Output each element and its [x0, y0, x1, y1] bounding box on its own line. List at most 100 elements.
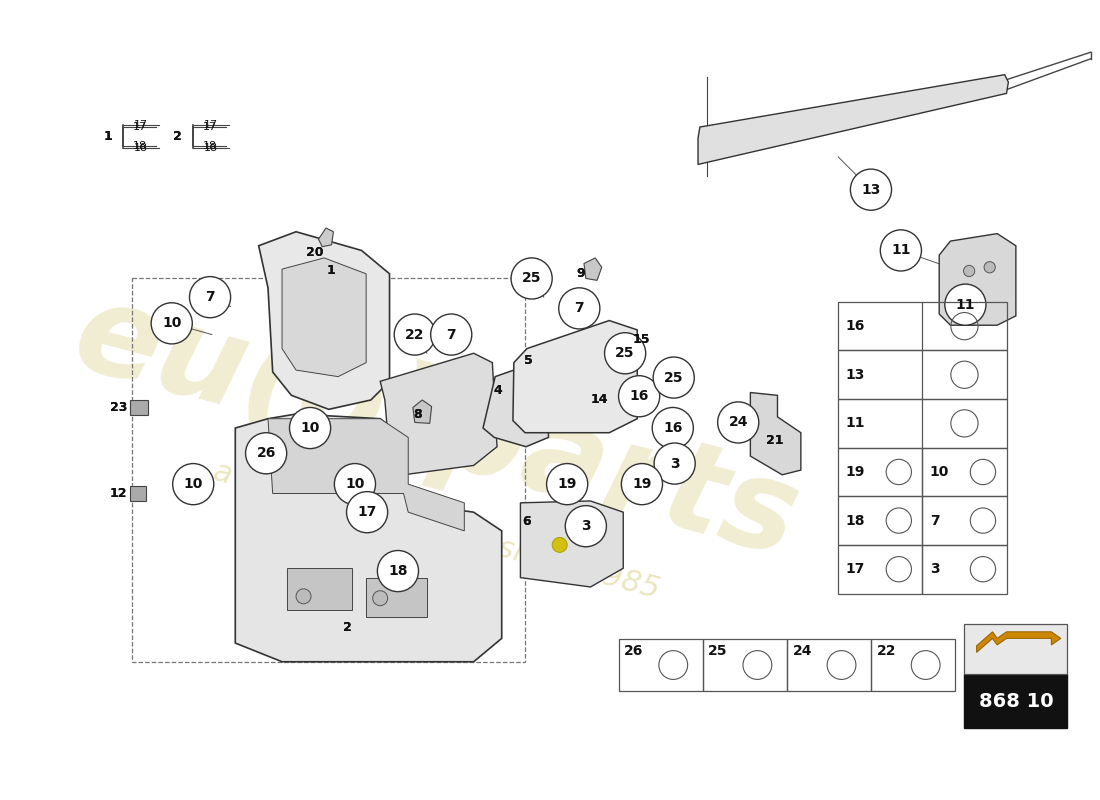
Text: 14: 14 [591, 394, 607, 406]
Text: 7: 7 [447, 327, 456, 342]
Text: 26: 26 [256, 446, 276, 460]
Text: 22: 22 [877, 644, 896, 658]
Bar [923, 448, 1006, 496]
Text: 14: 14 [591, 394, 607, 406]
Text: 4: 4 [494, 384, 503, 397]
Bar [838, 496, 923, 545]
Circle shape [346, 492, 387, 533]
Text: 18: 18 [204, 141, 217, 150]
Text: 10: 10 [930, 465, 949, 479]
Text: 2: 2 [174, 130, 182, 143]
Circle shape [296, 589, 311, 604]
Circle shape [652, 407, 693, 449]
Text: 8: 8 [414, 407, 422, 421]
Text: 16: 16 [846, 319, 865, 333]
Text: 18: 18 [846, 514, 866, 527]
Text: eu(o)parts: eu(o)parts [62, 274, 811, 582]
Text: 24: 24 [792, 644, 812, 658]
Text: 11: 11 [891, 243, 911, 258]
Text: 5: 5 [524, 354, 532, 367]
Text: 9: 9 [576, 267, 585, 280]
Text: 10: 10 [184, 477, 202, 491]
Circle shape [547, 463, 587, 505]
Text: 5: 5 [524, 354, 532, 367]
Bar [366, 578, 427, 617]
Bar [132, 278, 525, 662]
Text: 17: 17 [204, 122, 217, 132]
Polygon shape [258, 232, 389, 410]
Polygon shape [584, 258, 602, 280]
Polygon shape [939, 234, 1016, 326]
Circle shape [377, 550, 418, 592]
Text: 17: 17 [204, 120, 218, 130]
Bar [786, 639, 871, 690]
Text: 16: 16 [663, 421, 682, 435]
Text: 21: 21 [766, 434, 783, 446]
Bar [838, 448, 923, 496]
Circle shape [512, 258, 552, 299]
Bar [965, 624, 1067, 674]
Text: 6: 6 [522, 515, 531, 528]
Polygon shape [319, 228, 333, 246]
Circle shape [289, 407, 331, 449]
Circle shape [653, 357, 694, 398]
Text: 6: 6 [522, 515, 531, 528]
Bar [923, 496, 1006, 545]
Text: 2: 2 [174, 130, 182, 143]
Bar [838, 545, 923, 594]
Circle shape [565, 506, 606, 546]
Circle shape [984, 262, 996, 273]
Text: 25: 25 [521, 271, 541, 286]
Circle shape [618, 376, 660, 417]
Polygon shape [412, 400, 431, 423]
Circle shape [880, 230, 922, 271]
Bar [871, 639, 955, 690]
Text: 17: 17 [846, 562, 865, 576]
Circle shape [605, 333, 646, 374]
Polygon shape [513, 321, 637, 433]
Text: 10: 10 [162, 316, 182, 330]
Text: 19: 19 [558, 477, 576, 491]
Bar [287, 568, 352, 610]
Circle shape [189, 277, 231, 318]
Circle shape [431, 314, 472, 355]
Text: 3: 3 [670, 457, 680, 470]
Text: 23: 23 [110, 401, 128, 414]
Bar [965, 674, 1067, 728]
Text: 3: 3 [930, 562, 939, 576]
Text: 9: 9 [576, 267, 585, 280]
Text: 17: 17 [133, 122, 147, 132]
Text: 20: 20 [306, 246, 323, 258]
Text: 11: 11 [846, 416, 866, 430]
Text: 1: 1 [327, 265, 336, 278]
Polygon shape [750, 393, 801, 474]
Text: 19: 19 [846, 465, 865, 479]
Text: 17: 17 [134, 120, 147, 130]
Text: 11: 11 [956, 298, 975, 312]
Polygon shape [130, 400, 148, 415]
Circle shape [559, 288, 600, 329]
Text: 2: 2 [343, 621, 352, 634]
Text: 10: 10 [345, 477, 364, 491]
Bar [838, 350, 1007, 399]
Circle shape [945, 284, 986, 326]
Circle shape [552, 538, 568, 552]
Text: 18: 18 [133, 141, 147, 150]
Text: 23: 23 [110, 401, 128, 414]
Text: 26: 26 [624, 644, 644, 658]
Polygon shape [977, 632, 1060, 653]
Bar [838, 399, 1007, 448]
Text: 18: 18 [204, 142, 218, 153]
Text: 7: 7 [206, 290, 214, 304]
Polygon shape [698, 74, 1009, 165]
Text: 19: 19 [632, 477, 651, 491]
Polygon shape [520, 501, 624, 587]
Bar [618, 639, 703, 690]
Text: 1: 1 [103, 130, 112, 143]
Text: 25: 25 [708, 644, 728, 658]
Circle shape [245, 433, 287, 474]
Polygon shape [130, 486, 146, 501]
Text: 7: 7 [930, 514, 939, 527]
Circle shape [373, 590, 387, 606]
Text: 22: 22 [405, 327, 425, 342]
